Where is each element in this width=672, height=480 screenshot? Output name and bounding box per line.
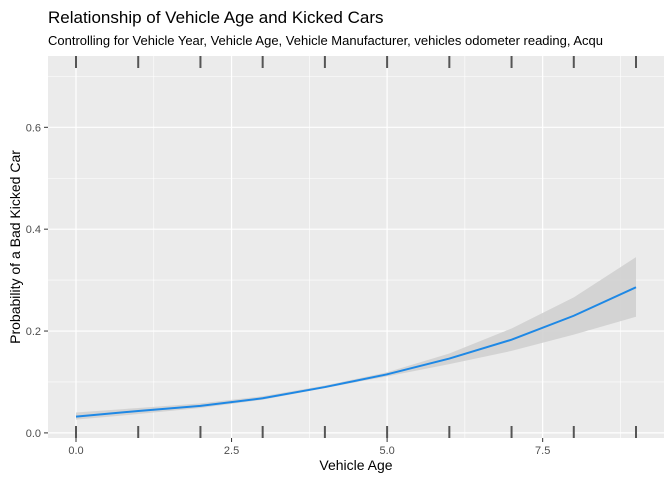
y-axis-title: Probability of a Bad Kicked Car xyxy=(7,150,23,344)
plot-panel xyxy=(48,56,664,438)
x-tick-label: 7.5 xyxy=(535,445,550,457)
x-axis-title: Vehicle Age xyxy=(319,457,392,473)
fit-line xyxy=(75,286,637,418)
fit-lines xyxy=(75,286,637,418)
minor-gridlines xyxy=(48,56,664,438)
x-tick-label: 0.0 xyxy=(68,445,83,457)
y-axis-ticks: 0.0 0.2 0.4 0.6 xyxy=(26,122,48,440)
confidence-band xyxy=(76,257,636,420)
y-tick-label: 0.2 xyxy=(26,326,41,338)
y-tick-label: 0.4 xyxy=(26,224,41,236)
x-tick-label: 5.0 xyxy=(379,445,394,457)
chart-title: Relationship of Vehicle Age and Kicked C… xyxy=(48,8,384,27)
x-tick-label: 2.5 xyxy=(224,445,239,457)
confidence-bands xyxy=(76,257,636,420)
x-axis-ticks: 0.0 2.5 5.0 7.5 xyxy=(68,438,550,457)
y-tick-label: 0.0 xyxy=(26,428,41,440)
y-tick-label: 0.6 xyxy=(26,122,41,134)
rug-marks xyxy=(75,56,637,438)
chart-subtitle: Controlling for Vehicle Year, Vehicle Ag… xyxy=(48,33,604,48)
